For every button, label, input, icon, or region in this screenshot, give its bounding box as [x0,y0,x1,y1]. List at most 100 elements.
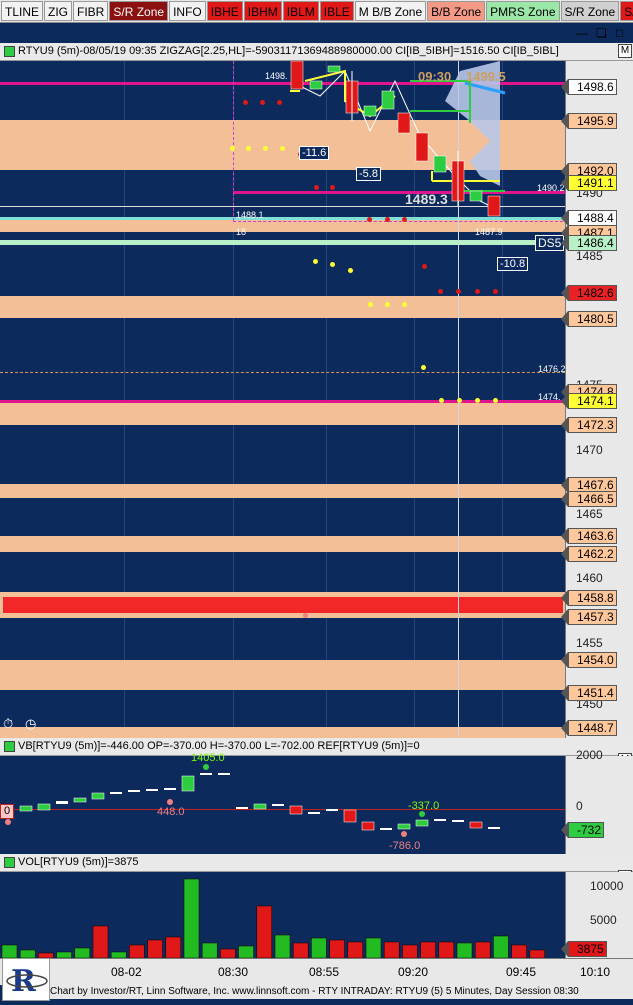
delta-box: -11.6 [299,146,330,160]
vb-label: -337.0 [408,800,440,812]
price-level-tag: 1480.5 [561,311,617,327]
current-price-label: 1489.3 [405,191,448,207]
yellow-dot [457,398,462,403]
magenta-line [233,191,565,194]
volume-bar [238,945,254,958]
vgrid [326,61,327,738]
price-axis-tick: 1470 [576,443,603,457]
price-pane-header: RTYU9 (5m)-08/05/19 09:35 ZIGZAG[2.25,HL… [0,43,633,61]
investor-rt-logo: R [2,958,50,1001]
sr-zone [0,484,565,498]
red-dot [314,185,319,190]
price-level-tag: 1495.9 [561,113,617,129]
price-axis-tick: 1455 [576,636,603,650]
price-level-tag: 1463.6 [561,528,617,544]
vol-pane-title: VOL[RTYU9 (5m)]=3875 [18,856,139,868]
volume-bar [201,942,218,958]
price-chart-svg [290,61,506,217]
toolbar-button-9[interactable]: M B/B Zone [354,1,427,21]
toolbar-button-8[interactable]: IBLE [319,1,354,21]
price-level-tag: 1451.4 [561,685,617,701]
toolbar-button-11[interactable]: PMRS Zone [486,1,560,21]
vb-zero-tag: 0 [0,804,14,819]
yellow-dot [421,365,426,370]
price-level-tag: 1472.3 [561,417,617,433]
pink-dot [303,613,308,618]
time-tick: 10:10 [580,965,611,979]
yellow-dot [280,146,285,151]
volume-bar [493,935,509,958]
toolbar-button-4[interactable]: INFO [169,1,206,21]
green-line [0,240,565,245]
vb-pane-header: VB[RTYU9 (5m)]=-446.00 OP=-370.00 H=-370… [0,738,633,756]
yellow-dot [263,146,268,151]
price-level-tag: 1486.4 [561,235,617,251]
time-tick: 08:30 [218,965,249,979]
volume-bar [365,937,382,958]
vb-axis-tick: 0 [576,799,583,813]
minimize-icon[interactable]: — [576,26,588,40]
vgrid [233,61,234,738]
price-label: 1488.1 [236,210,264,220]
volume-bar [56,951,72,958]
price-axis-tick: 1485 [576,249,603,263]
vgrid [124,61,125,738]
zero-line [0,809,565,810]
dashed-line [0,372,565,373]
toolbar-button-1[interactable]: ZIG [44,1,73,21]
svg-text:R: R [11,964,37,999]
toolbar-button-2[interactable]: FIBR [73,1,109,21]
toolbar-button-0[interactable]: TLINE [1,1,44,21]
price-level-tag: 1491.1 [561,175,617,191]
footer-credit: Chart by Investor/RT, Linn Software, Inc… [50,984,633,999]
magenta-line [0,400,565,403]
toolbar-button-6[interactable]: IBHM [243,1,282,21]
price-label: 1498. [265,71,288,81]
price-level-tag: 1474.1 [561,393,617,409]
pane-color-swatch [4,741,15,752]
volume-bar [329,939,345,958]
volume-bar [456,942,473,958]
price-axis-tick: 1460 [576,571,603,585]
yellow-dot [439,398,444,403]
time-label: 09:30 [418,69,452,84]
price-axis-tick: 1465 [576,507,603,521]
vb-axis-tick: 2000 [576,748,603,762]
yellow-dot [475,398,480,403]
toolbar-button-3[interactable]: S/R Zone [109,1,169,21]
pane-letter-m[interactable]: M [618,44,632,58]
dashed-hline [233,221,563,222]
red-dot [367,217,372,222]
red-dot [475,289,480,294]
red-dot [422,264,427,269]
volume-bar [474,941,491,958]
volume-bar [311,937,327,958]
volume-bar [420,941,436,958]
toolbar-button-7[interactable]: IBLM [282,1,319,21]
toolbar-button-12[interactable]: S/R Zone [560,1,620,21]
volume-bar [129,944,145,958]
toolbar-button-13[interactable]: S/R [620,1,633,21]
volume-bar [183,878,200,958]
vol-value-tag: 3875 [561,941,607,957]
volume-bar [110,951,127,958]
window-restore-icon[interactable]: □ [616,26,624,40]
clock-icon[interactable]: ◷ [25,716,37,731]
price-level-tag: 1457.3 [561,609,617,625]
toolbar-button-5[interactable]: IBHE [206,1,243,21]
yellow-dot [348,268,353,273]
restore-icon[interactable]: ❑ [596,26,607,40]
red-dot [385,217,390,222]
price-chart-area [0,61,565,738]
yellow-dot [246,146,251,151]
volume-bar [274,934,291,958]
stopwatch-icon[interactable]: ⏱ [3,716,14,731]
time-tick: 08:55 [309,965,340,979]
volume-bar [383,941,400,958]
price-level-tag: 1448.7 [561,720,617,736]
vb-label: -786.0 [389,840,421,852]
dashed-vline [233,61,235,221]
yellow-dot [230,146,235,151]
price-label: 1490.2 [537,183,565,193]
toolbar-button-10[interactable]: B/B Zone [427,1,486,21]
